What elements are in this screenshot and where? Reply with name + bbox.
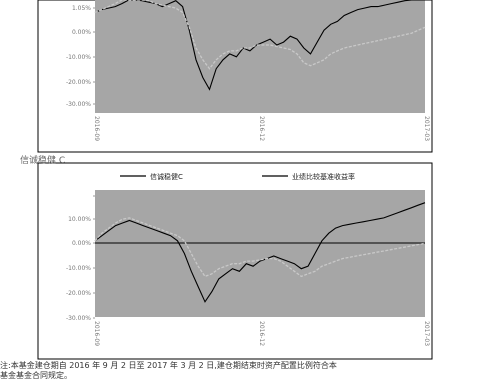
chart-1-x-tick-label: 2017-03 (423, 116, 430, 141)
chart-1-y-tick-label: -30.00% (66, 101, 91, 108)
chart-1-y-tick-label: -10.00% (66, 54, 91, 61)
chart-2-x-tick-label: 2016-12 (258, 321, 265, 346)
chart-2: 信诚稳健C 业绩比较基准收益率 10.00% 0.00% -10.00% -20.00… (37, 162, 433, 360)
chart-2-y-tick-label: -20.00% (66, 290, 91, 297)
chart-1-y-tick-label: -20.00% (66, 79, 91, 86)
chart-2-series-1-line (94, 202, 426, 303)
chart-1-plot-area (95, 0, 425, 113)
chart-1-x-tick-label: 2016-09 (93, 116, 100, 141)
chart-2-y-tick-label: 10.00% (68, 216, 91, 223)
chart-1-y-tick-label: 1.05% (72, 5, 91, 12)
chart-2-plot-area (95, 190, 425, 317)
chart-2-y-tick-label: -10.00% (66, 265, 91, 272)
chart-2-y-tick-label: -30.00% (66, 315, 91, 322)
legend-label-2: 业绩比较基准收益率 (292, 172, 355, 181)
footnote-line-2: 基金基金合同规定。 (0, 371, 72, 380)
chart-1-x-tick-label: 2016-12 (258, 116, 265, 141)
footnote-line-1: 注:本基金建仓期自 2016 年 9 月 2 日至 2017 年 3 月 2 日… (0, 361, 337, 370)
chart-2-y-tick-label: 0.00% (72, 240, 91, 247)
chart-1-y-tick-label: 0.00% (72, 29, 91, 36)
footnote: 注:本基金建仓期自 2016 年 9 月 2 日至 2017 年 3 月 2 日… (0, 361, 484, 381)
chart-2-series-2-line (94, 217, 426, 278)
chart-1-series-1-line (94, 0, 425, 91)
chart-1: 1.05% 0.00% -10.00% -20.00% -30.00% 2016-09 2… (37, 0, 433, 153)
fund-class-label: 信诚稳健 C (20, 156, 66, 166)
chart-2-x-tick-label: 2017-03 (423, 321, 430, 346)
legend-label-1: 信诚稳健C (150, 172, 183, 181)
chart-2-x-tick-label: 2016-09 (93, 321, 100, 346)
